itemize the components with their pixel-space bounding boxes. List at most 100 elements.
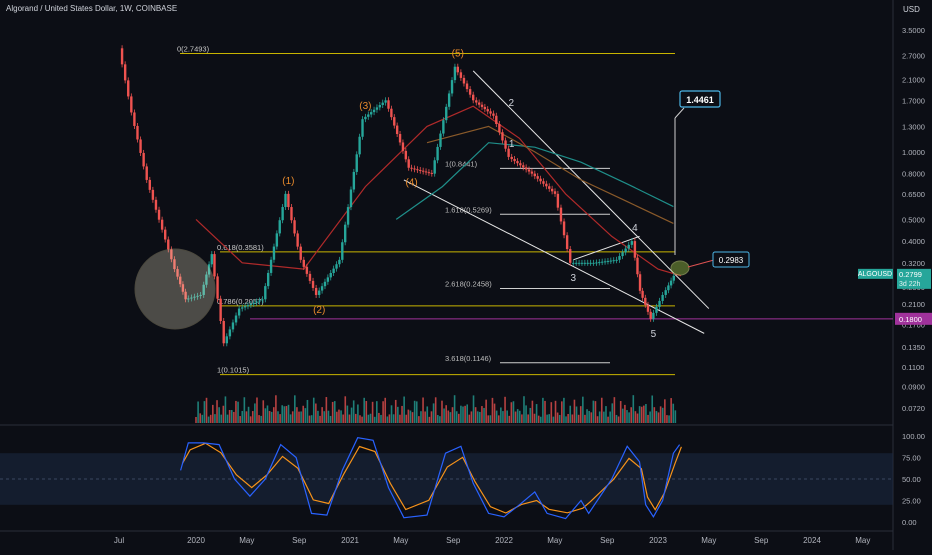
candle-body (228, 329, 232, 337)
candle-body (216, 276, 219, 299)
volume-bar (443, 408, 445, 423)
candle-body (293, 220, 296, 234)
volume-bar (218, 407, 220, 423)
candle-body (436, 146, 439, 161)
volume-bar (266, 405, 269, 423)
candle-body (210, 254, 213, 265)
volume-bar (378, 412, 380, 423)
candle-body (234, 315, 238, 323)
candle-body (664, 290, 667, 295)
candle-body (369, 112, 373, 115)
volume-bar (342, 414, 344, 423)
candle-body (667, 285, 670, 291)
volume-bar (561, 401, 563, 423)
volume-bar (661, 407, 664, 423)
volume-bar (277, 411, 279, 423)
candle-body (468, 89, 472, 95)
price-tick-label: 1.7000 (902, 96, 925, 105)
price-tick-label: 0.8000 (902, 170, 925, 179)
volume-bar (230, 410, 233, 423)
candle-body (510, 156, 513, 160)
volume-bar (376, 401, 378, 423)
volume-bar (527, 414, 529, 423)
target-label: 1.4461 (686, 95, 714, 105)
volume-bar (462, 406, 464, 423)
volume-bar (441, 400, 443, 423)
candle-body (346, 207, 350, 225)
candle-body (338, 259, 341, 265)
candle-body (202, 284, 205, 295)
candle-body (352, 171, 356, 190)
volume-bar (298, 411, 300, 423)
candle-body (589, 262, 592, 264)
volume-bar (354, 413, 357, 423)
volume-bar (397, 406, 399, 423)
volume-bar (228, 410, 231, 423)
volume-bar (237, 401, 239, 423)
candle-body (127, 80, 130, 97)
volume-bar (212, 404, 214, 423)
volume-bar (491, 397, 494, 423)
wave-label: (1) (282, 176, 294, 187)
candle-body (381, 102, 384, 106)
volume-bar (239, 416, 241, 423)
volume-bar (254, 403, 256, 423)
volume-bar (546, 414, 548, 423)
volume-bar (579, 406, 582, 423)
candle-body (536, 176, 539, 179)
volume-bar (262, 400, 265, 423)
volume-bar (222, 405, 225, 423)
volume-bar (651, 395, 654, 423)
candle-body (559, 207, 563, 222)
volume-bar (556, 412, 559, 423)
wave-label: 4 (632, 223, 638, 234)
candle-body (646, 304, 650, 312)
volume-bar (302, 405, 305, 423)
lower-trendline (403, 179, 705, 334)
volume-bar (582, 396, 584, 423)
candle-body (261, 299, 264, 301)
volume-bar (548, 414, 551, 423)
volume-bar (413, 400, 416, 423)
support-label: 0.1800 (899, 315, 922, 324)
candle-body (154, 199, 158, 210)
current-price-label: 0.2799 (899, 270, 922, 279)
candle-body (618, 256, 621, 260)
volume-bar (483, 407, 485, 423)
volume-bar (640, 406, 643, 423)
volume-bar (296, 407, 298, 423)
candle-body (314, 287, 318, 295)
volume-bar (617, 416, 620, 423)
candle-body (498, 123, 501, 133)
price-tick-label: 0.0720 (902, 404, 925, 413)
candle-body (184, 291, 187, 300)
candle-body (170, 249, 173, 260)
candle-body (545, 183, 548, 187)
candle-body (361, 119, 364, 137)
volume-bar (502, 411, 504, 423)
volume-bar (529, 407, 532, 423)
fib-level-label: 1(0.1015) (217, 366, 250, 375)
stoch-k-line (180, 437, 681, 520)
volume-bar (241, 410, 244, 423)
volume-bar (455, 411, 458, 423)
candle-body (326, 277, 330, 282)
volume-bar (626, 410, 628, 423)
volume-bar (260, 415, 262, 423)
stoch-tick-label: 100.00 (902, 432, 925, 441)
candle-body (477, 102, 481, 105)
candle-body (237, 308, 241, 316)
target-box (679, 90, 721, 108)
volume-bar (336, 411, 338, 423)
volume-bar (247, 406, 250, 423)
volume-bar (285, 406, 288, 423)
volume-bar (565, 416, 567, 423)
candle-body (181, 284, 185, 292)
volume-bar (567, 413, 569, 423)
price-tick-label: 0.6500 (902, 190, 925, 199)
volume-bar (552, 416, 555, 423)
wave-label: (4) (405, 178, 417, 189)
candle-body (453, 66, 457, 81)
candle-body (627, 244, 630, 249)
